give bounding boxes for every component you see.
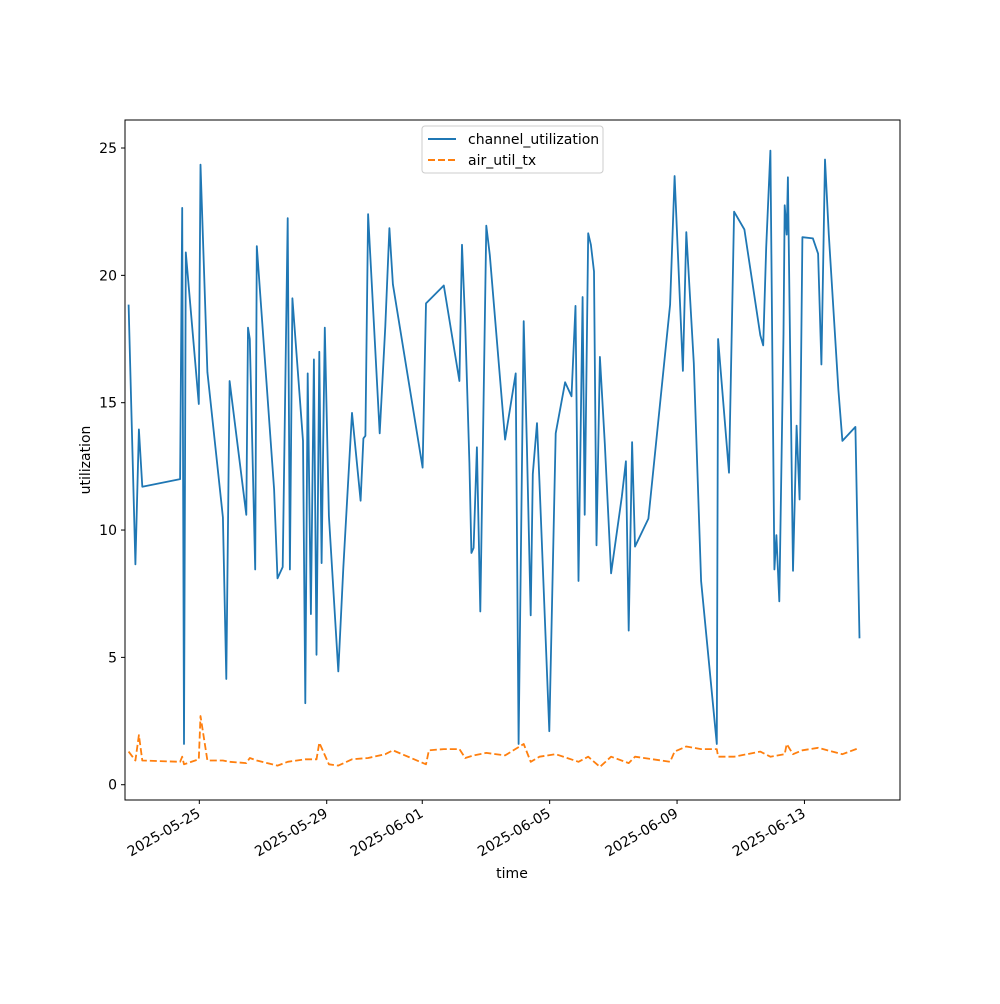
y-axis-label: utilization xyxy=(78,426,94,495)
y-tick-label: 20 xyxy=(99,268,117,284)
legend-label-air-util-tx: air_util_tx xyxy=(468,153,536,169)
y-tick-label: 25 xyxy=(99,141,117,157)
plot-frame xyxy=(124,119,901,801)
y-tick-label: 0 xyxy=(108,778,117,794)
y-tick-label: 5 xyxy=(108,650,117,666)
legend-box xyxy=(421,125,604,174)
y-tick-label: 15 xyxy=(99,396,117,412)
legend: channel_utilization air_util_tx xyxy=(421,125,604,174)
series-line-channel-utilization xyxy=(127,149,861,745)
x-axis-label: time xyxy=(496,866,528,882)
series-line-air-util-tx xyxy=(127,715,860,768)
series-layer xyxy=(127,149,861,768)
y-tick-label: 10 xyxy=(99,523,117,539)
legend-label-channel-utilization: channel_utilization xyxy=(468,132,599,148)
y-axis: 0 5 10 15 20 25 xyxy=(99,141,125,794)
